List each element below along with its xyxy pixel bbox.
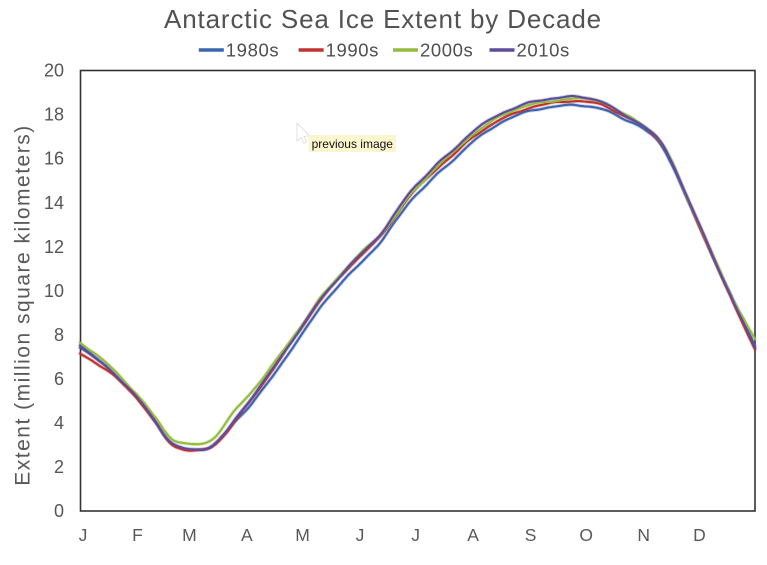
svg-text:J: J bbox=[79, 525, 88, 545]
svg-text:Extent (million square kilomet: Extent (million square kilometers) bbox=[12, 124, 35, 485]
svg-text:8: 8 bbox=[54, 325, 64, 345]
svg-text:2: 2 bbox=[54, 457, 64, 477]
svg-text:16: 16 bbox=[44, 149, 64, 169]
svg-text:N: N bbox=[637, 525, 650, 545]
svg-text:2010s: 2010s bbox=[517, 39, 570, 60]
svg-text:J: J bbox=[411, 525, 420, 545]
svg-text:18: 18 bbox=[44, 105, 64, 125]
svg-text:0: 0 bbox=[54, 501, 64, 521]
svg-text:20: 20 bbox=[44, 61, 64, 81]
svg-text:1990s: 1990s bbox=[326, 39, 379, 60]
svg-text:M: M bbox=[182, 525, 197, 545]
svg-text:10: 10 bbox=[44, 281, 64, 301]
svg-text:A: A bbox=[467, 525, 479, 545]
svg-text:6: 6 bbox=[54, 369, 64, 389]
svg-text:4: 4 bbox=[54, 413, 64, 433]
svg-text:12: 12 bbox=[44, 237, 64, 257]
svg-text:1980s: 1980s bbox=[226, 39, 279, 60]
svg-text:F: F bbox=[132, 525, 143, 545]
svg-text:A: A bbox=[241, 525, 253, 545]
svg-text:S: S bbox=[525, 525, 537, 545]
svg-text:D: D bbox=[693, 525, 706, 545]
svg-text:2000s: 2000s bbox=[420, 39, 473, 60]
svg-text:Antarctic Sea Ice Extent by De: Antarctic Sea Ice Extent by Decade bbox=[164, 4, 602, 34]
svg-text:previous image: previous image bbox=[312, 137, 394, 151]
svg-text:J: J bbox=[356, 525, 365, 545]
svg-text:14: 14 bbox=[44, 193, 64, 213]
svg-text:O: O bbox=[579, 525, 593, 545]
svg-text:M: M bbox=[295, 525, 310, 545]
